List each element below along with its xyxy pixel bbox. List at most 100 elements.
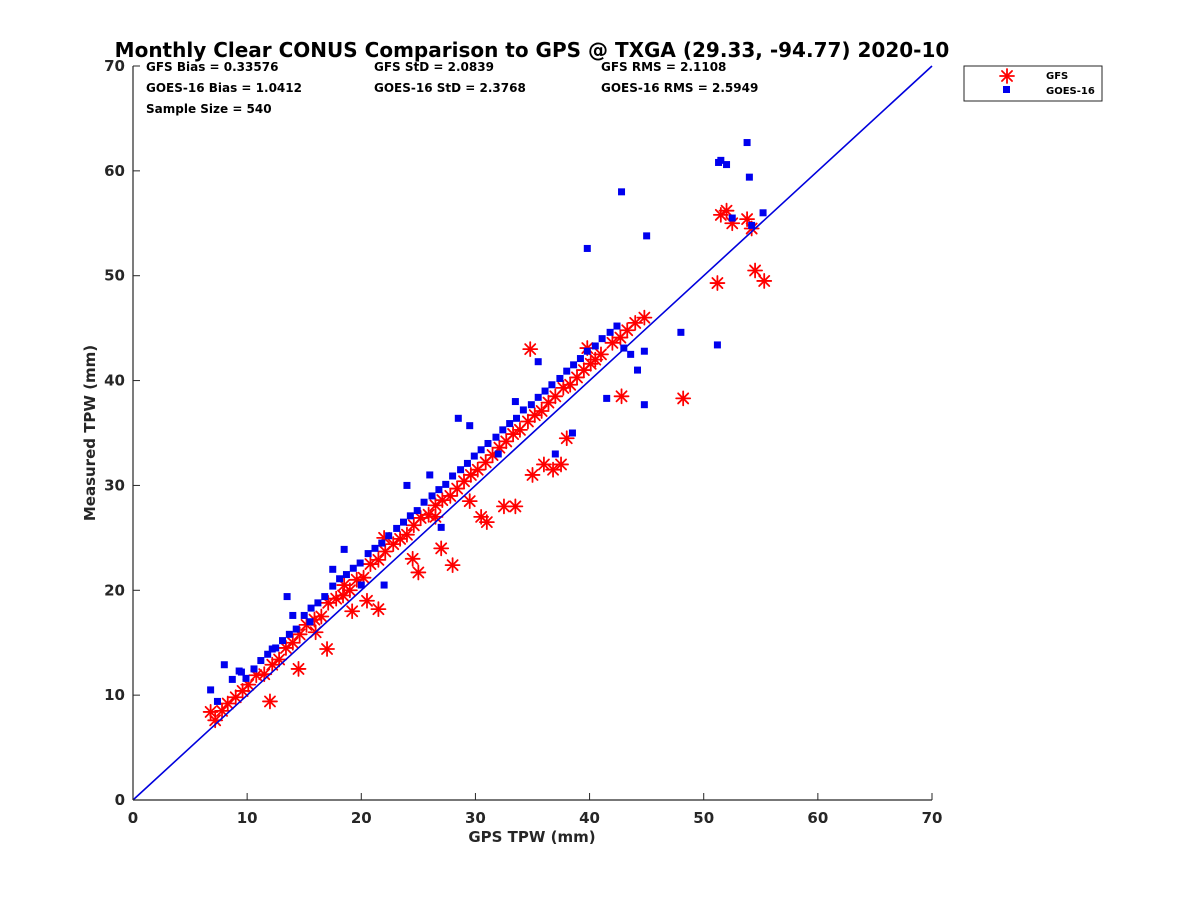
gfs-point — [675, 390, 692, 407]
gfs-point — [344, 603, 361, 620]
gfs-point — [284, 634, 301, 651]
stat-goes-bias: GOES-16 Bias = 1.0412 — [146, 81, 302, 95]
goes16-point — [548, 381, 556, 389]
gfs-point — [627, 314, 644, 331]
goes16-point — [603, 394, 611, 402]
goes16-point — [357, 581, 365, 589]
gfs-point — [313, 608, 330, 625]
goes16-point — [640, 401, 648, 409]
goes16-point — [321, 593, 329, 601]
x-axis-label: GPS TPW (mm) — [468, 828, 595, 846]
x-tick-label: 70 — [922, 809, 943, 827]
gfs-point — [613, 388, 630, 405]
legend-gfs-asterisk — [999, 68, 1015, 84]
goes16-point — [428, 492, 436, 500]
goes16-point — [713, 341, 721, 349]
gfs-point — [410, 564, 427, 581]
goes16-point — [250, 665, 258, 673]
goes16-point — [406, 512, 414, 520]
goes16-point — [527, 401, 535, 409]
goes16-point — [492, 433, 500, 441]
gfs-point — [498, 433, 515, 450]
goes16-point — [494, 450, 502, 458]
goes16-point — [285, 630, 293, 638]
gfs-point — [262, 693, 278, 710]
legend-box — [963, 65, 1103, 102]
gfs-point — [478, 514, 495, 531]
goes16-point — [329, 565, 337, 573]
gfs-point — [219, 695, 236, 712]
goes16-point — [568, 429, 576, 437]
gfs-point — [370, 601, 387, 618]
goes16-point — [634, 366, 642, 374]
goes16-point — [551, 450, 559, 458]
gfs-point — [271, 651, 288, 668]
goes16-point — [268, 645, 276, 653]
goes16-point — [627, 350, 635, 358]
gfs-point — [533, 403, 550, 419]
goes16-point — [677, 328, 685, 336]
goes16-point — [570, 361, 578, 369]
goes16-point — [336, 575, 344, 583]
axes: 0 10 20 30 40 50 60 70 0 10 20 30 40 50 60 70 — [104, 57, 942, 827]
gfs-point — [433, 540, 450, 557]
y-axis-label: Measured TPW (mm) — [81, 345, 99, 521]
goes16-point — [640, 347, 648, 355]
goes16-point — [534, 358, 542, 366]
goes16-point — [511, 398, 519, 406]
stat-gfs-std: GFS StD = 2.0839 — [374, 60, 494, 74]
legend-gfs-marker — [999, 68, 1015, 84]
y-tick-label: 70 — [104, 57, 125, 75]
stat-sample-size: Sample Size = 540 — [146, 102, 272, 116]
x-tick-label: 50 — [693, 809, 714, 827]
goes16-point — [264, 650, 272, 658]
gfs-point — [718, 202, 735, 219]
goes16-point — [283, 593, 291, 601]
gfs-point — [709, 275, 726, 291]
goes16-point — [556, 374, 564, 382]
goes16-point — [466, 422, 474, 430]
goes16-point — [356, 559, 364, 567]
goes16-point — [364, 550, 372, 558]
goes16-point — [591, 342, 599, 350]
goes16-point — [426, 471, 434, 479]
gfs-point — [399, 526, 415, 543]
goes16-point — [435, 486, 443, 494]
gfs-point — [496, 498, 512, 515]
goes16-point — [499, 426, 507, 434]
goes16-point — [292, 625, 300, 633]
goes16-point — [400, 518, 408, 526]
goes16-point — [371, 544, 379, 552]
goes16-point — [643, 232, 651, 240]
gfs-point — [545, 461, 561, 478]
y-tick-label: 40 — [104, 372, 125, 390]
y-tick-label: 20 — [104, 581, 125, 599]
goes16-point — [519, 406, 527, 414]
gfs-point — [747, 262, 763, 279]
gfs-point — [524, 467, 541, 483]
gfs-point — [562, 376, 579, 393]
gfs-point — [553, 456, 569, 473]
goes16-point — [413, 507, 421, 515]
goes16-point — [513, 414, 521, 422]
y-tick-label: 60 — [104, 162, 125, 180]
stat-goes-rms: GOES-16 RMS = 2.5949 — [601, 81, 758, 95]
gfs-point — [569, 369, 585, 386]
goes16-point — [342, 571, 350, 579]
goes16-point — [393, 524, 401, 532]
goes16-point — [606, 328, 614, 336]
goes16-point — [484, 439, 492, 447]
legend-goes-marker — [1003, 86, 1010, 93]
goes16-point — [380, 581, 388, 589]
plot-area — [132, 65, 933, 801]
goes16-point — [257, 657, 265, 665]
goes16-point — [618, 188, 626, 196]
goes16-point — [237, 668, 245, 676]
goes16-point — [583, 244, 591, 252]
y-tick-label: 0 — [115, 791, 125, 809]
goes16-point — [385, 532, 393, 540]
goes16-point — [314, 599, 322, 607]
one-to-one-line — [132, 65, 933, 801]
stat-gfs-bias: GFS Bias = 0.33576 — [146, 60, 278, 74]
gfs-point — [604, 334, 621, 351]
